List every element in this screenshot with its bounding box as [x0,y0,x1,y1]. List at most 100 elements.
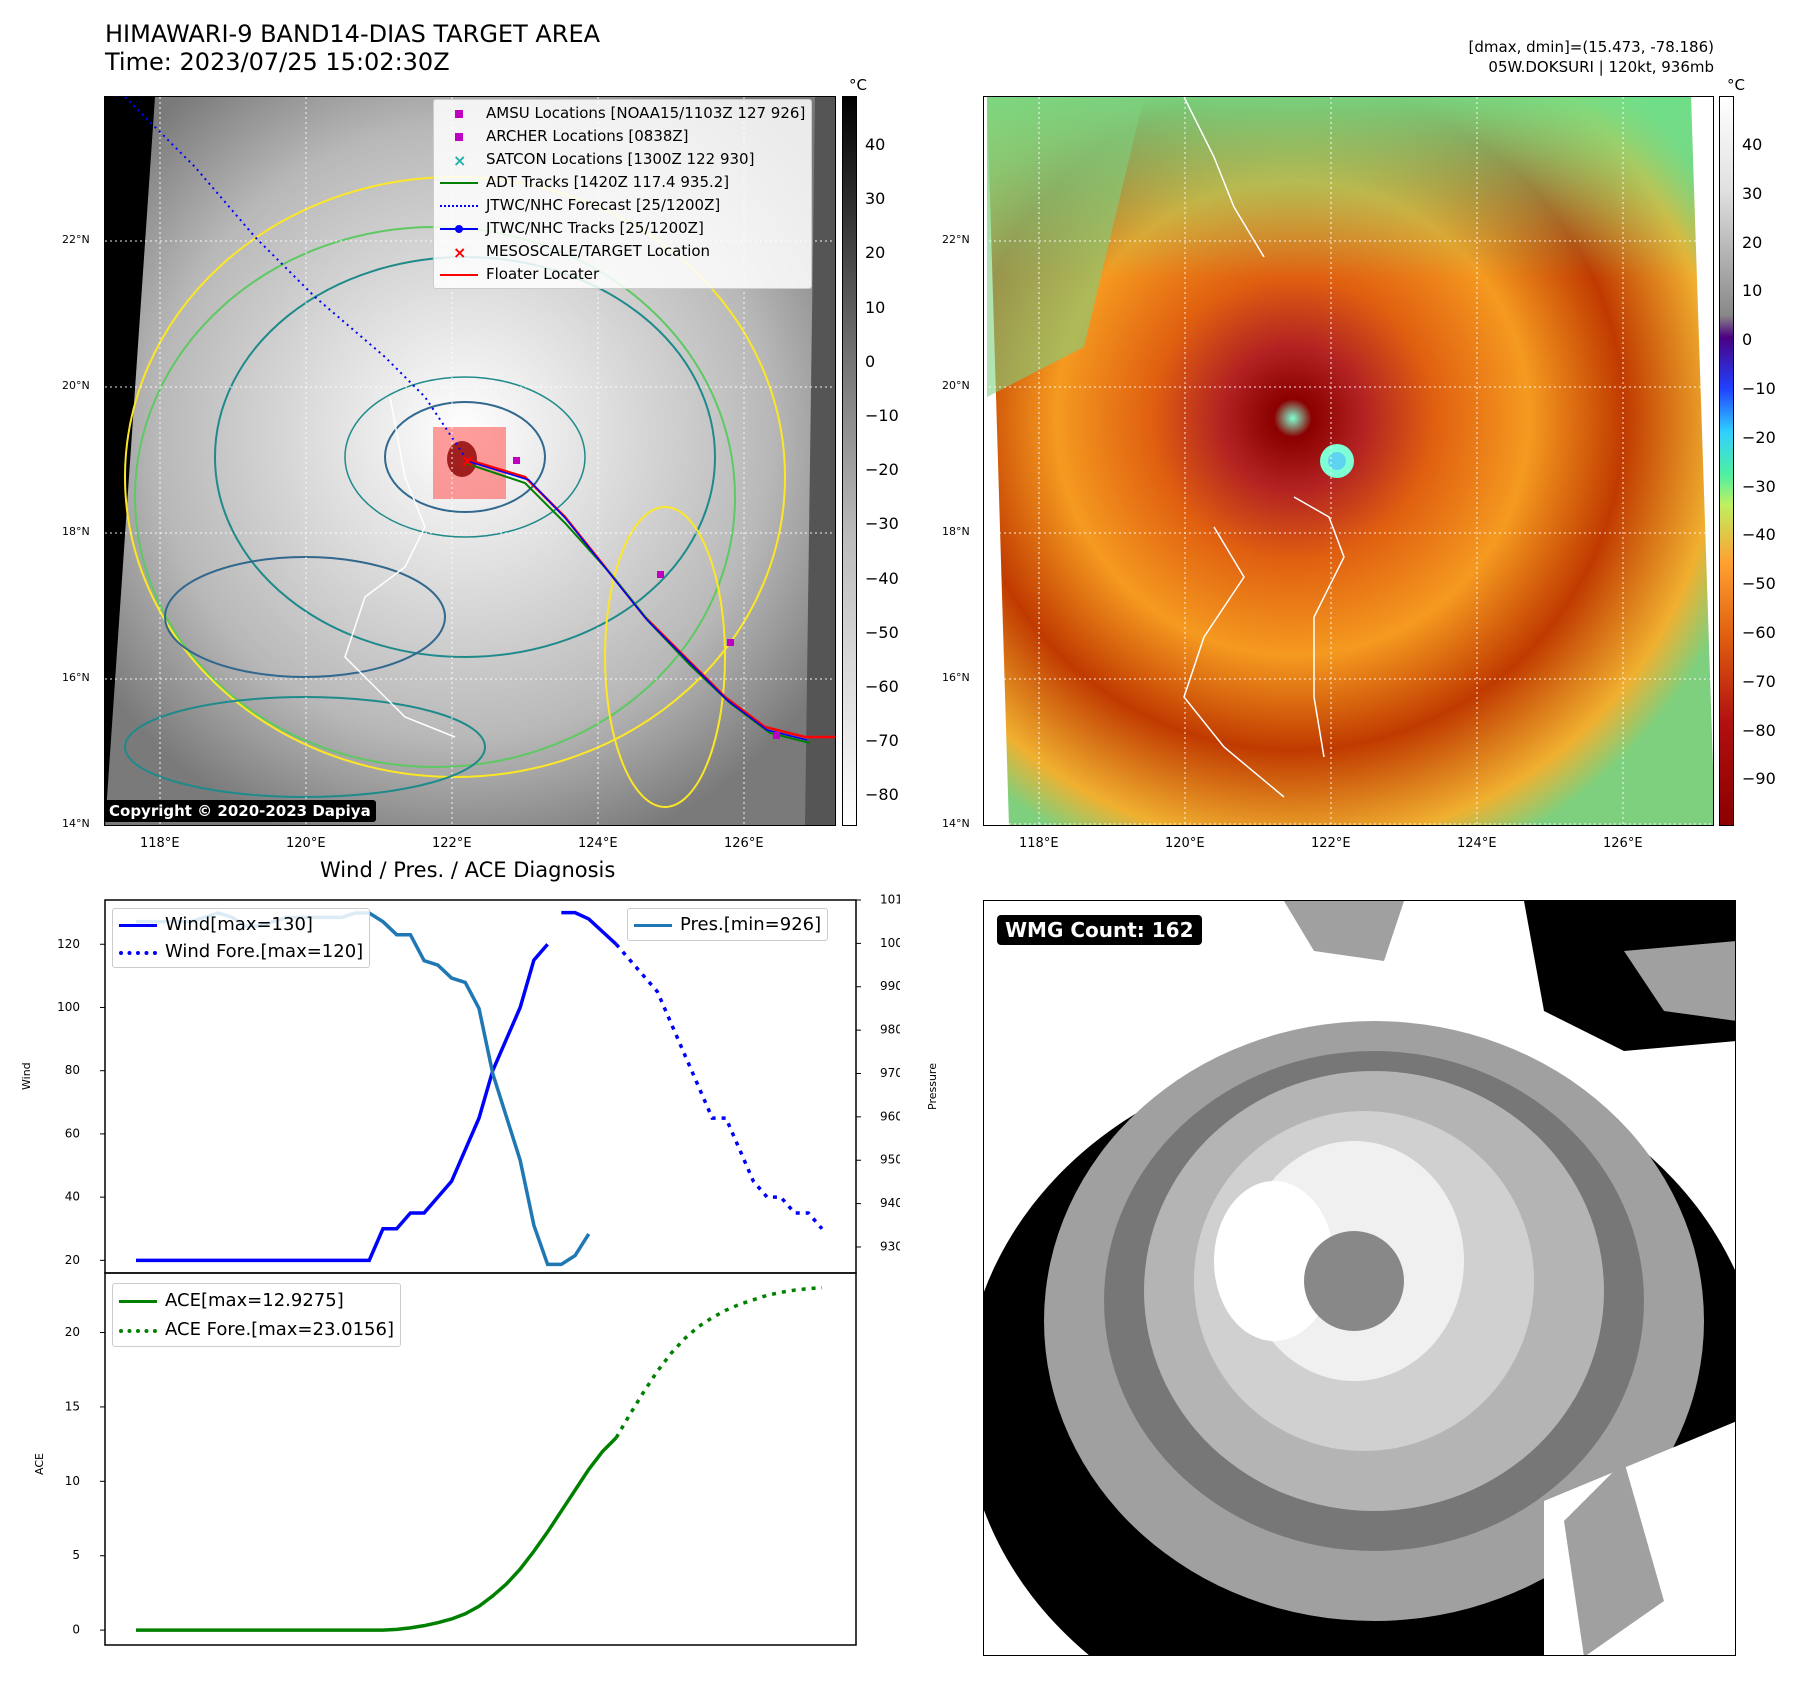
legend-pressure: Pres.[min=926] [634,911,821,938]
lon-126-label: 126°E [724,836,764,851]
colorbar-tick: −80 [865,785,899,805]
legend-symbol-x: × [453,242,467,262]
lon-124-label: 124°E [578,836,618,851]
color-grid-lines [984,97,1713,825]
r-lon-126-label: 126°E [1603,836,1643,851]
lon-118-label: 118°E [140,836,180,851]
pressure-tick-label: 940 [880,1196,900,1210]
map-legend-item-6: × MESOSCALE/TARGET Location [440,240,805,263]
colorbar-tick: 40 [865,135,886,154]
legend-wind-fore: Wind Fore.[max=120] [119,938,363,965]
pressure-tick-label: 930 [880,1239,900,1253]
ir-grayscale-map: × AMSU Locations [NOAA15/1103Z 127 926] A… [104,96,836,826]
legend-label: AMSU Locations [NOAA15/1103Z 127 926] [486,104,806,122]
lat-22-label: 22°N [62,233,90,246]
pressure-tick-label: 990 [880,979,900,993]
figure-title: HIMAWARI-9 BAND14-DIAS TARGET AREA Time:… [105,20,600,76]
r-lat-16-label: 16°N [942,671,970,684]
colorbar-tick: 0 [1742,330,1753,350]
pressure-tick-label: 970 [880,1066,900,1080]
r-lon-122-label: 122°E [1311,836,1351,851]
color-colorbar [1719,96,1734,826]
legend-label: ADT Tracks [1420Z 117.4 935.2] [486,173,730,191]
ace-tick-label: 20 [65,1325,80,1339]
r-lon-120-label: 120°E [1165,836,1205,851]
lon-120-label: 120°E [286,836,326,851]
legend-symbol-square [440,107,478,121]
r-lat-22-label: 22°N [942,233,970,246]
pressure-ylabel: Pressure [926,1063,939,1110]
storm-info-label: 05W.DOKSURI | 120kt, 936mb [1488,58,1714,76]
ace-legend: ACE[max=12.9275] ACE Fore.[max=23.0156] [112,1283,401,1347]
diagnosis-title: Wind / Pres. / ACE Diagnosis [320,858,616,882]
ir-color-svg [984,97,1713,825]
amsu-marker [513,457,520,464]
lat-16-label: 16°N [62,671,90,684]
wind-tick-label: 80 [65,1063,80,1077]
legend-symbol-line [440,176,478,190]
wmg-panel [983,900,1736,1656]
colorbar-tick: −10 [865,406,899,425]
colorbar-tick: −70 [865,731,899,751]
colorbar-tick: −90 [1742,769,1776,789]
wind-series-line-1 [561,910,618,946]
legend-label: ARCHER Locations [0838Z] [486,127,689,145]
title-line-1: HIMAWARI-9 BAND14-DIAS TARGET AREA [105,20,601,48]
colorbar-tick: −60 [1742,623,1776,642]
map-legend-item-7: Floater Locater [440,263,805,286]
wind-series-line-0 [136,943,549,1263]
colorbar-tick: 0 [865,351,876,371]
ace-series-line-1 [614,1285,823,1439]
map-legend-item-5: JTWC/NHC Tracks [25/1200Z] [440,217,805,240]
legend-label: JTWC/NHC Forecast [25/1200Z] [486,196,721,214]
legend-label: Floater Locater [486,265,600,283]
colorbar-tick: −40 [1742,525,1776,545]
wind-tick-label: 120 [57,937,80,951]
color-colorbar-unit: °C [1727,76,1745,94]
map-legend: AMSU Locations [NOAA15/1103Z 127 926] ARC… [433,99,813,289]
colorbar-tick: −20 [1742,427,1776,447]
dmax-dmin-label: [dmax, dmin]=(15.473, -78.186) [1468,38,1714,56]
colorbar-tick: 10 [865,297,886,317]
gray-colorbar [842,96,857,826]
map-legend-item-0: AMSU Locations [NOAA15/1103Z 127 926] [440,102,805,125]
legend-ace-fore: ACE Fore.[max=23.0156] [119,1315,394,1344]
colorbar-tick: −50 [1742,574,1776,594]
wind-series-line-2 [614,943,824,1230]
colorbar-tick: 30 [865,189,886,209]
legend-label: MESOSCALE/TARGET Location [486,242,711,260]
ir-color-map [983,96,1714,826]
colorbar-tick: 40 [1742,135,1763,154]
colorbar-tick: −50 [865,622,899,642]
colorbar-tick: −70 [1742,671,1776,691]
wind-tick-label: 100 [57,1000,80,1014]
jtwc-track-line [466,460,808,741]
title-line-2: Time: 2023/07/25 15:02:30Z [105,48,450,76]
legend-ace: ACE[max=12.9275] [119,1286,394,1315]
lat-20-label: 20°N [62,379,90,392]
legend-label: JTWC/NHC Tracks [25/1200Z] [486,219,704,237]
copyright-label: Copyright © 2020-2023 Dapiya [105,800,376,822]
ace-ylabel: ACE [33,1453,46,1475]
legend-label: SATCON Locations [1300Z 122 930] [486,150,755,168]
archer-marker-1 [657,571,664,578]
r-lat-20-label: 20°N [942,379,970,392]
colorbar-tick: 30 [1742,183,1763,203]
ace-tick-label: 0 [72,1623,80,1637]
map-legend-item-4: JTWC/NHC Forecast [25/1200Z] [440,194,805,217]
wind-tick-label: 60 [65,1126,80,1140]
colorbar-tick: −10 [1742,379,1776,398]
lon-122-label: 122°E [432,836,472,851]
colorbar-tick: −80 [1742,720,1776,740]
legend-symbol-line [440,268,478,282]
jtwc-forecast-line [124,97,466,458]
colorbar-tick: −60 [865,677,899,696]
colorbar-tick: 20 [865,243,886,263]
gray-colorbar-unit: °C [849,76,867,94]
wmg-svg [984,901,1735,1655]
lat-14-label: 14°N [62,817,90,830]
pressure-tick-label: 950 [880,1153,900,1167]
r-lon-124-label: 124°E [1457,836,1497,851]
pressure-tick-label: 960 [880,1109,900,1123]
pressure-tick-label: 1000 [880,936,900,950]
